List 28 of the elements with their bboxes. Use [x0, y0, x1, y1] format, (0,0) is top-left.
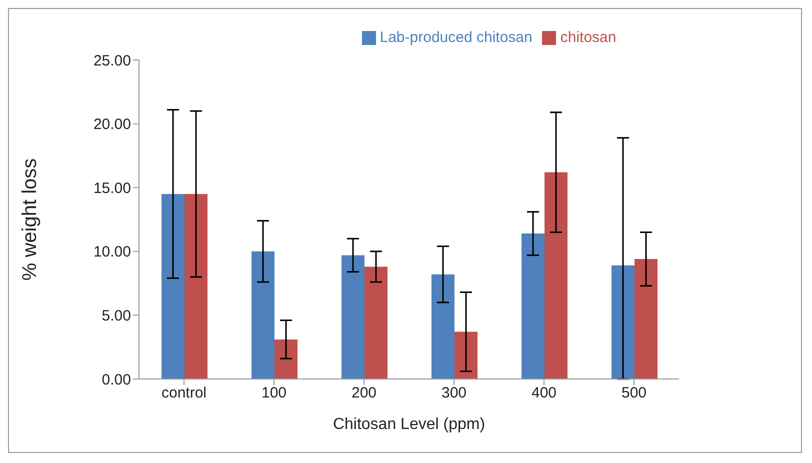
y-tick-label: 20.00 [93, 116, 131, 134]
bar [252, 251, 274, 379]
y-tick-label: 25.00 [93, 52, 131, 70]
bar [544, 172, 568, 379]
bar [432, 274, 454, 379]
legend-label: Lab-produced chitosan [380, 29, 532, 46]
x-tick-label: 300 [441, 384, 467, 402]
bar [162, 194, 184, 379]
y-tick-label: 15.00 [93, 180, 131, 197]
x-tick-label: 100 [261, 384, 287, 402]
bar [522, 234, 544, 379]
legend-label: chitosan [560, 29, 616, 46]
x-axis-title: Chitosan Level (ppm) [332, 416, 486, 433]
y-tick-label: 5.00 [102, 308, 131, 325]
x-tick-label: 500 [621, 384, 647, 402]
bar [454, 332, 478, 379]
x-tick-label: control [161, 384, 207, 402]
y-axis-title: % weight loss [19, 158, 42, 281]
x-tick-label: 400 [531, 384, 557, 402]
x-tick-label: 200 [351, 384, 377, 402]
bar [634, 259, 658, 379]
bar [612, 265, 634, 379]
bar [342, 255, 364, 379]
bar [364, 266, 388, 379]
y-tick-label: 10.00 [93, 244, 131, 261]
y-tick-label: 0.00 [102, 371, 131, 388]
bar [274, 339, 298, 379]
bar [184, 194, 208, 379]
